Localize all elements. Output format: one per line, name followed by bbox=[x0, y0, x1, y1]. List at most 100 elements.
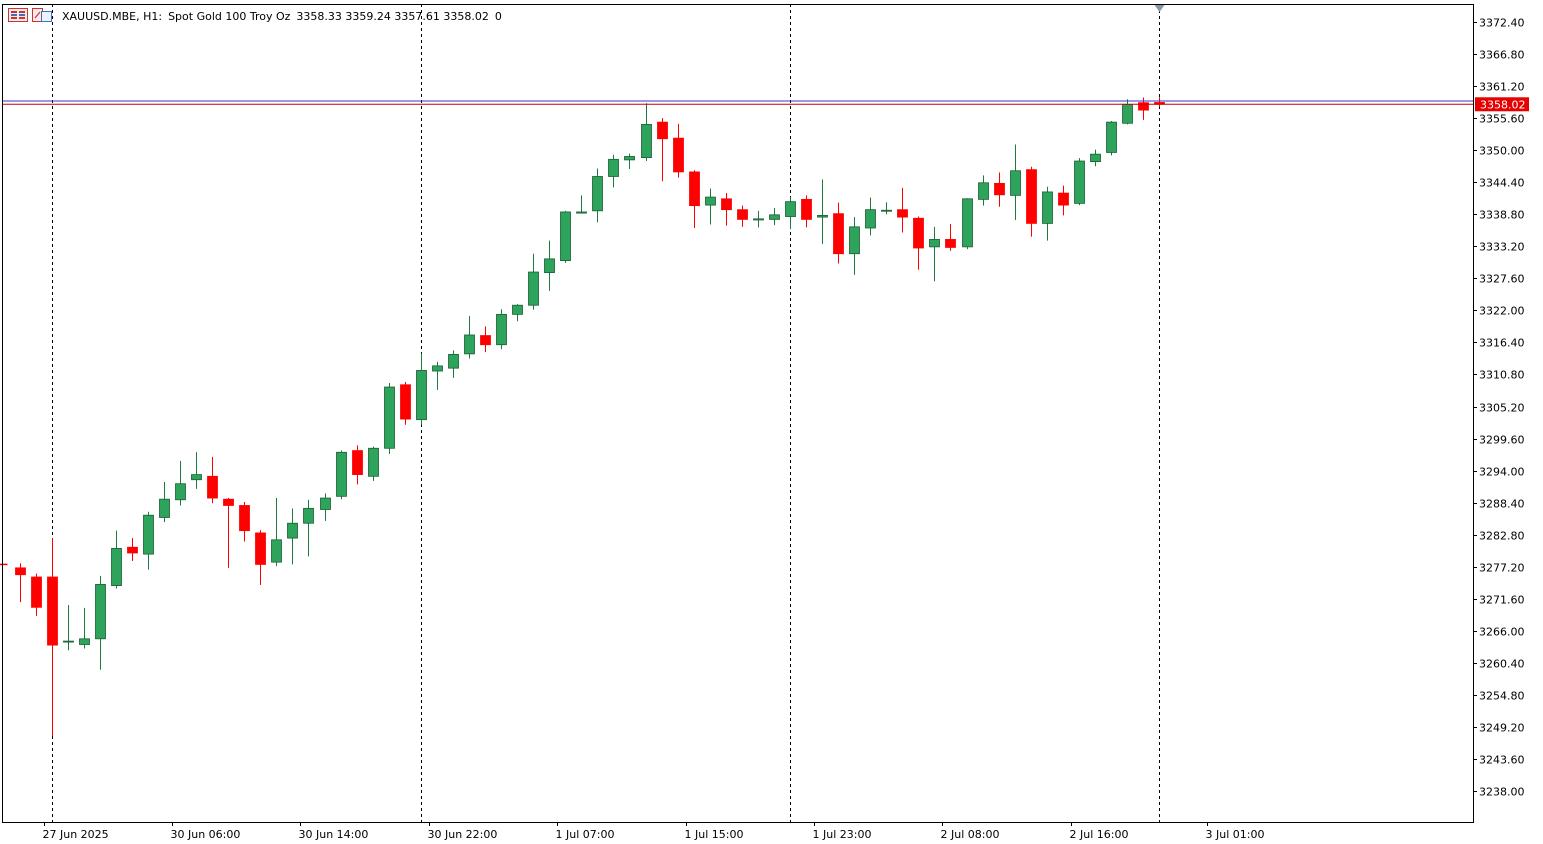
candle[interactable] bbox=[432, 361, 443, 390]
candle[interactable] bbox=[945, 223, 956, 251]
candle[interactable] bbox=[352, 445, 363, 485]
candle[interactable] bbox=[416, 353, 427, 425]
candle[interactable] bbox=[223, 498, 234, 568]
candle[interactable] bbox=[705, 188, 716, 225]
candle[interactable] bbox=[833, 202, 844, 264]
candle[interactable] bbox=[271, 498, 282, 567]
candle[interactable] bbox=[127, 538, 138, 561]
candle[interactable] bbox=[368, 446, 379, 481]
y-tick-label: 3327.60 bbox=[1479, 273, 1525, 286]
y-tick-label: 3372.40 bbox=[1479, 17, 1525, 30]
candle[interactable] bbox=[624, 153, 635, 170]
candle[interactable] bbox=[801, 195, 812, 228]
chart-menu-icon[interactable] bbox=[8, 7, 28, 25]
candle[interactable] bbox=[657, 118, 668, 182]
candle[interactable] bbox=[769, 207, 780, 226]
candle[interactable] bbox=[576, 195, 587, 214]
candle-body bbox=[978, 182, 989, 200]
candle-body bbox=[1074, 160, 1085, 204]
candle-body bbox=[817, 214, 828, 218]
y-tick-label: 3254.80 bbox=[1479, 690, 1525, 703]
candle-body bbox=[464, 334, 475, 355]
candle[interactable] bbox=[1122, 99, 1133, 125]
candle[interactable] bbox=[1090, 149, 1101, 167]
candle[interactable] bbox=[721, 193, 732, 226]
candle[interactable] bbox=[865, 197, 876, 236]
candle-body bbox=[881, 209, 892, 212]
candle[interactable] bbox=[480, 326, 491, 353]
candle[interactable] bbox=[496, 309, 507, 350]
candle-body bbox=[287, 522, 298, 539]
candle[interactable] bbox=[817, 179, 828, 245]
candle[interactable] bbox=[753, 210, 764, 228]
candle[interactable] bbox=[384, 383, 395, 454]
candle[interactable] bbox=[785, 197, 796, 230]
candle-body bbox=[512, 304, 523, 315]
symbol-description: Spot Gold 100 Troy Oz bbox=[168, 9, 291, 23]
candle-body bbox=[528, 271, 539, 306]
candle-body bbox=[47, 576, 58, 646]
candle[interactable] bbox=[1058, 185, 1069, 216]
candle[interactable] bbox=[111, 530, 122, 589]
candle[interactable] bbox=[47, 538, 58, 737]
candle[interactable] bbox=[673, 123, 684, 178]
candle[interactable] bbox=[929, 226, 940, 282]
candle[interactable] bbox=[255, 530, 266, 586]
candle[interactable] bbox=[1042, 186, 1053, 241]
candle-body bbox=[769, 214, 780, 220]
candle[interactable] bbox=[143, 511, 154, 570]
candle[interactable] bbox=[15, 563, 26, 603]
candle-body bbox=[320, 497, 331, 510]
candle[interactable] bbox=[207, 456, 218, 504]
candle[interactable] bbox=[159, 482, 170, 523]
candle[interactable] bbox=[592, 168, 603, 223]
indicator-list-icon[interactable] bbox=[32, 7, 52, 25]
x-tick-label: 1 Jul 15:00 bbox=[685, 828, 744, 841]
candle[interactable] bbox=[560, 210, 571, 263]
candle[interactable] bbox=[962, 198, 973, 250]
candle[interactable] bbox=[544, 240, 555, 291]
candle-body bbox=[496, 313, 507, 346]
candle[interactable] bbox=[95, 575, 106, 670]
candle[interactable] bbox=[913, 216, 924, 270]
candle-body bbox=[207, 475, 218, 499]
candle[interactable] bbox=[336, 450, 347, 500]
candle[interactable] bbox=[737, 205, 748, 227]
candle[interactable] bbox=[239, 502, 250, 542]
candle[interactable] bbox=[400, 381, 411, 425]
candle[interactable] bbox=[994, 172, 1005, 207]
candle-body bbox=[833, 213, 844, 255]
candle-body bbox=[689, 171, 700, 207]
candle[interactable] bbox=[191, 452, 202, 489]
candle[interactable] bbox=[320, 493, 331, 521]
candle[interactable] bbox=[448, 350, 459, 378]
candle[interactable] bbox=[1106, 120, 1117, 156]
candle-body bbox=[368, 447, 379, 477]
candle[interactable] bbox=[31, 573, 42, 616]
candle[interactable] bbox=[897, 187, 908, 233]
candle[interactable] bbox=[63, 605, 74, 651]
candle[interactable] bbox=[303, 499, 314, 557]
candle[interactable] bbox=[1154, 97, 1165, 107]
candle[interactable] bbox=[287, 508, 298, 565]
candle[interactable] bbox=[978, 175, 989, 206]
candle[interactable] bbox=[464, 316, 475, 359]
candle-body bbox=[849, 226, 860, 255]
candle[interactable] bbox=[528, 253, 539, 310]
candle[interactable] bbox=[1026, 166, 1037, 237]
candle[interactable] bbox=[175, 460, 186, 506]
candle-body bbox=[384, 386, 395, 449]
candle[interactable] bbox=[641, 103, 652, 162]
candle[interactable] bbox=[689, 170, 700, 228]
current-bar-marker-icon bbox=[1154, 5, 1165, 12]
candle[interactable] bbox=[608, 154, 619, 188]
candle[interactable] bbox=[1074, 158, 1085, 206]
candle[interactable] bbox=[1010, 144, 1021, 220]
candle[interactable] bbox=[881, 202, 892, 215]
candle[interactable] bbox=[512, 304, 523, 322]
y-tick-label: 3271.60 bbox=[1479, 594, 1525, 607]
candle[interactable] bbox=[79, 607, 90, 649]
candle[interactable] bbox=[849, 217, 860, 275]
